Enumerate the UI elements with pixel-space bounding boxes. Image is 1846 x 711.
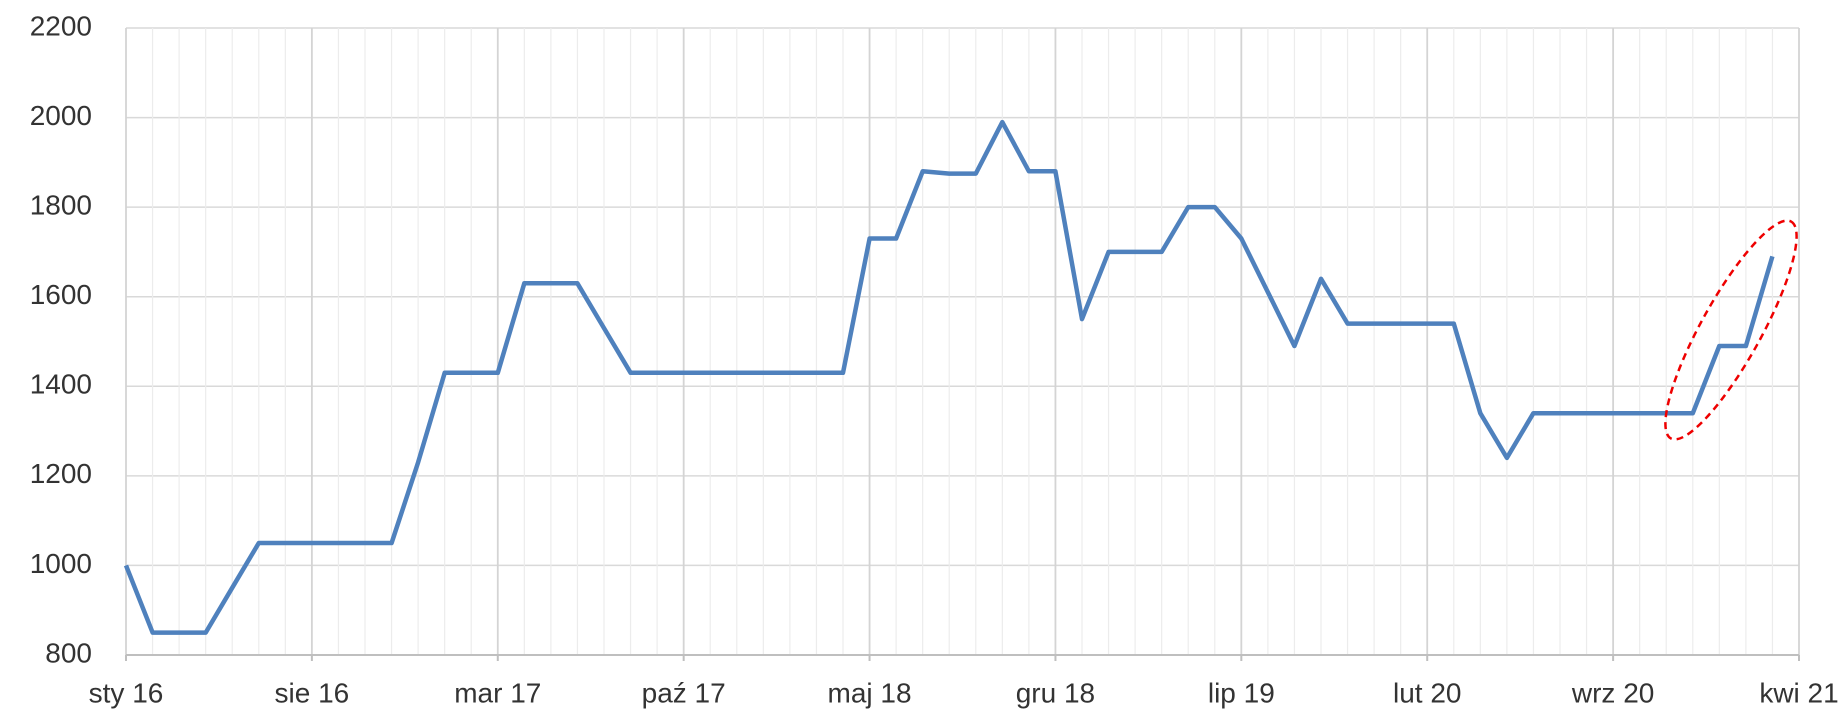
y-tick-label: 1800	[30, 190, 92, 221]
y-tick-label: 2200	[30, 10, 92, 41]
data-line	[123, 119, 1775, 635]
y-tick-label: 2000	[30, 100, 92, 131]
x-tick-label: sty 16	[89, 677, 164, 708]
grid: 800 1000 1200 1400 1600 1800 2000 2200 sty 16 sie…	[30, 10, 1839, 708]
y-tick-label: 1400	[30, 369, 92, 400]
x-tick-label: paź 17	[642, 677, 726, 708]
x-tick-label: kwi 21	[1759, 677, 1838, 708]
marks	[123, 119, 1775, 635]
highlight-ellipse	[1664, 219, 1798, 441]
y-tick-label: 1200	[30, 458, 92, 489]
y-tick-label: 800	[45, 637, 92, 668]
x-tick-label: wrz 20	[1571, 677, 1654, 708]
x-tick-label: maj 18	[828, 677, 912, 708]
x-tick-label: lut 20	[1393, 677, 1462, 708]
y-tick-label: 1600	[30, 279, 92, 310]
y-tick-label: 1000	[30, 548, 92, 579]
x-tick-label: sie 16	[275, 677, 350, 708]
x-tick-label: gru 18	[1016, 677, 1095, 708]
x-tick-label: mar 17	[454, 677, 541, 708]
x-tick-label: lip 19	[1208, 677, 1275, 708]
